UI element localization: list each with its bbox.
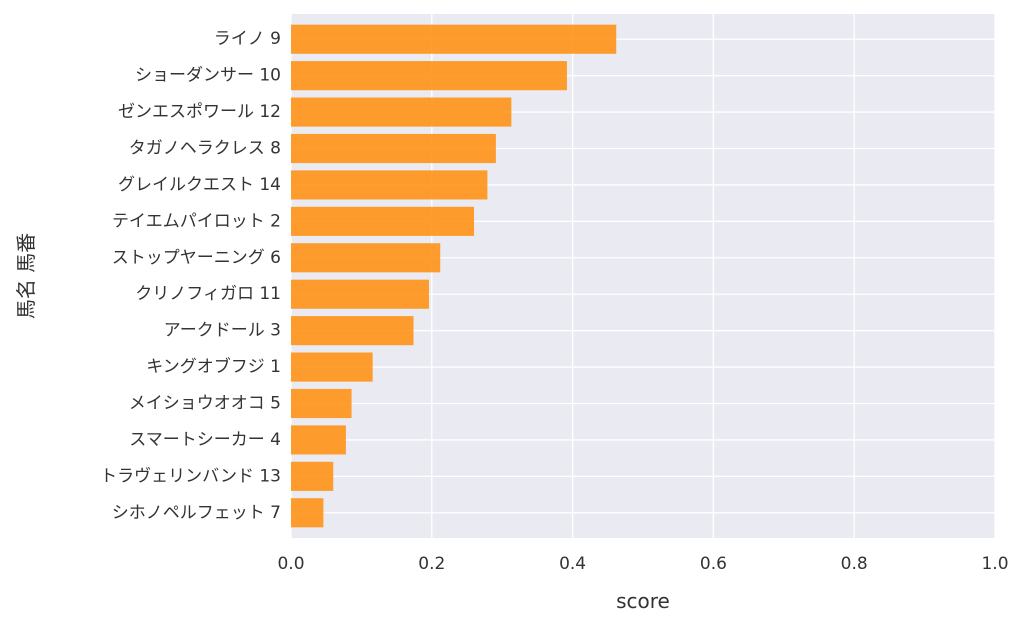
y-tick-label: ゼンエスポワール 12 [118,102,281,122]
y-tick-label: トラヴェリンバンド 13 [100,466,281,486]
y-tick-label: テイエムパイロット 2 [112,211,281,231]
x-tick-label: 0.4 [559,554,586,574]
bar [291,279,429,309]
bar [291,243,441,273]
bar [291,352,373,382]
bar [291,388,352,419]
x-tick-label: 0.0 [277,554,304,574]
x-tick-labels: 0.0 0.2 0.4 0.6 0.8 1.0 [277,554,1008,574]
y-tick-label: スマートシーカー 4 [129,430,281,450]
bar [291,24,617,54]
y-tick-label: メイショウオオコ 5 [129,394,281,414]
y-tick-label: ショーダンサー 10 [135,66,281,86]
bar [291,498,324,528]
plot-background [291,14,995,538]
y-axis-label: 馬名 馬番 [14,233,38,319]
x-tick-label: 0.6 [700,554,727,574]
y-tick-label: ストップヤーニング 6 [112,248,281,268]
y-tick-label: タガノヘラクレス 8 [129,139,281,159]
bar [291,206,475,236]
x-tick-label: 1.0 [981,554,1008,574]
bars [291,24,617,528]
x-axis-label: score [616,589,670,613]
bar [291,425,346,455]
y-tick-label: シホノペルフェット 7 [112,503,281,523]
bar [291,170,488,200]
bar [291,316,414,346]
y-tick-label: ライノ 9 [214,29,281,49]
y-tick-label: アークドール 3 [164,321,281,341]
bar [291,461,334,491]
bar [291,97,512,127]
y-tick-label: クリノフィガロ 11 [135,284,281,304]
y-tick-label: グレイルクエスト 14 [118,175,281,195]
x-tick-label: 0.8 [841,554,868,574]
y-tick-label: キングオブフジ 1 [146,356,281,377]
bar [291,61,567,91]
bar [291,133,496,164]
y-tick-labels: ライノ 9 ショーダンサー 10 ゼンエスポワール 12 タガノヘラクレス 8 グレイル… [100,29,281,523]
x-tick-label: 0.2 [418,554,445,574]
